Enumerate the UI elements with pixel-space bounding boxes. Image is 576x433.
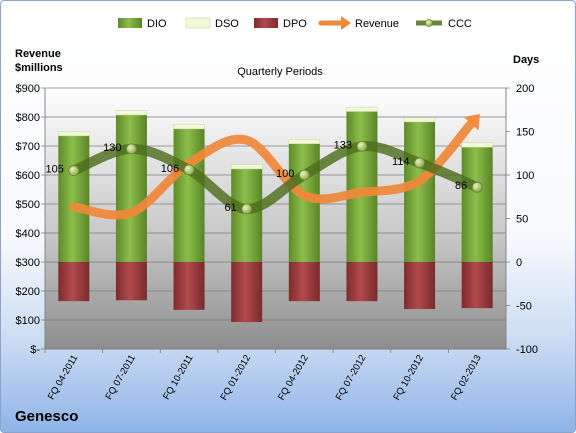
x-tick-label: FQ 07-2011: [104, 353, 139, 402]
y-right-tick-label: -100: [516, 344, 538, 356]
ccc-data-label: 100: [276, 168, 294, 180]
y-left-tick-label: $-: [30, 344, 40, 356]
bar-dpo: [231, 262, 263, 323]
bar-dso: [346, 106, 378, 112]
y-left-tick-label: $800: [16, 112, 40, 124]
revenue-arrowhead: [463, 114, 480, 131]
ccc-marker: [241, 203, 253, 215]
legend-label-revenue: Revenue: [355, 18, 399, 30]
data-labels: 105 130 106 61 100 133 114 86: [45, 139, 467, 214]
bar-dso: [403, 117, 436, 123]
legend-swatch-dso: [185, 17, 211, 29]
y-right-tick-label: 100: [516, 170, 534, 182]
ccc-data-label: 105: [45, 164, 63, 176]
legend-item-dso: DSO: [185, 17, 239, 30]
legend-label-dio: DIO: [147, 18, 167, 30]
y-right-axis-title: Days: [513, 54, 539, 66]
bar-dso: [173, 124, 205, 130]
x-tick-label: FQ 07-2012: [334, 353, 369, 402]
legend: DIO DSO DPO Revenue CCC: [118, 16, 472, 30]
x-tick-label: FQ 10-2012: [391, 353, 426, 402]
ccc-data-label: 114: [392, 156, 410, 168]
ccc-marker: [298, 169, 310, 181]
y-left-tick-label: $100: [16, 315, 40, 327]
ccc-marker: [414, 157, 426, 169]
bar-dpo: [58, 262, 90, 302]
bar-dso: [288, 139, 321, 144]
legend-item-revenue: Revenue: [318, 16, 399, 30]
bar-dio: [58, 135, 90, 262]
ccc-marker: [356, 140, 368, 152]
legend-ccc-marker: [425, 19, 433, 27]
x-tick-label: FQ 04-2012: [276, 353, 311, 402]
legend-revenue-arrowhead: [341, 16, 351, 30]
y-right-tick-label: 50: [516, 214, 528, 226]
ccc-marker: [471, 181, 483, 193]
ccc-data-label: 106: [161, 163, 179, 175]
legend-item-dio: DIO: [118, 18, 167, 30]
bar-dso: [230, 164, 263, 170]
bar-dpo: [115, 262, 147, 301]
lines: [68, 114, 483, 220]
revenue-line: [69, 119, 475, 220]
bar-dio: [461, 147, 493, 262]
y-left-axis-title-line1: Revenue: [15, 48, 61, 60]
bar-dso: [115, 110, 148, 116]
bar-dio: [346, 111, 378, 263]
y-left-tick-label: $900: [16, 83, 40, 95]
ccc-data-label: 86: [455, 180, 467, 192]
ccc-marker: [125, 143, 137, 155]
legend-item-ccc: CCC: [416, 18, 472, 30]
bar-dio: [231, 168, 263, 262]
y-right-tick-label: -50: [516, 301, 532, 313]
x-tick-label: FQ 10-2011: [161, 353, 196, 402]
y-left-tick-label: $300: [16, 257, 40, 269]
bar-dio: [173, 128, 205, 262]
ccc-marker: [68, 165, 80, 177]
y-right-tick-label: 0: [516, 257, 522, 269]
ccc-data-label: 133: [334, 139, 352, 151]
company-name: Genesco: [15, 408, 78, 425]
ccc-line: [68, 141, 483, 214]
legend-label-dpo: DPO: [283, 18, 307, 30]
ccc-data-label: 61: [224, 202, 236, 214]
bar-dpo: [461, 262, 493, 309]
legend-item-dpo: DPO: [254, 18, 307, 30]
chart-title: Quarterly Periods: [237, 66, 323, 78]
y-left-tick-label: $600: [16, 170, 40, 182]
ccc-marker: [183, 164, 195, 176]
bar-dio: [115, 114, 147, 262]
bar-dio: [404, 121, 436, 263]
x-tick-label: FQ 02-2013: [449, 353, 484, 402]
bars: [58, 106, 493, 323]
y-left-tick-label: $700: [16, 141, 40, 153]
legend-label-dso: DSO: [215, 18, 239, 30]
ccc-data-label: 130: [103, 142, 121, 154]
bar-dpo: [288, 262, 320, 302]
legend-swatch-dio: [118, 18, 142, 28]
legend-label-ccc: CCC: [448, 18, 472, 30]
x-tick-label: FQ 01-2012: [218, 353, 253, 402]
y-right-tick-label: 150: [516, 127, 534, 139]
y-right-tick-label: 200: [516, 83, 534, 95]
y-left-tick-label: $200: [16, 286, 40, 298]
y-left-axis-title-line2: $millions: [15, 62, 63, 74]
bar-dso: [461, 142, 493, 148]
bar-dpo: [173, 262, 205, 310]
bar-dso: [58, 131, 90, 137]
y-left-tick-label: $400: [16, 228, 40, 240]
bar-dpo: [346, 262, 378, 302]
legend-swatch-dpo: [254, 18, 278, 28]
y-left-tick-label: $500: [16, 199, 40, 211]
bar-dpo: [404, 262, 436, 309]
x-tick-label: FQ 04-2011: [46, 353, 81, 402]
